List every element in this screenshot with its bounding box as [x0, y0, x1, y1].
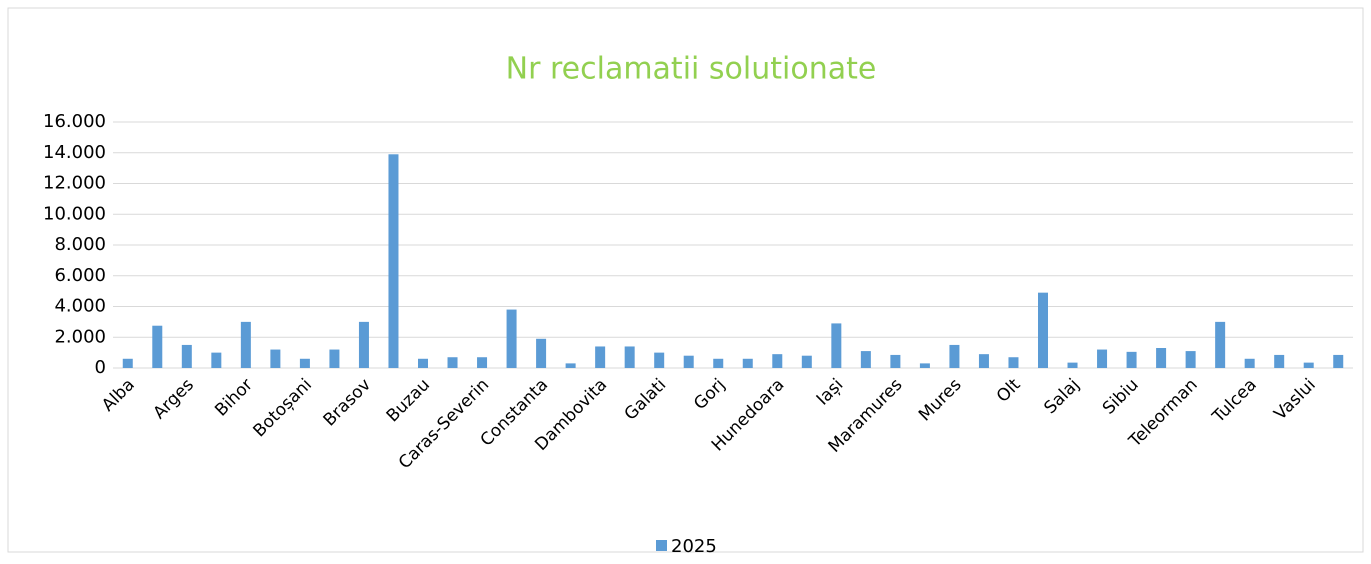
bar: [1303, 362, 1314, 368]
bar: [1067, 362, 1078, 368]
bar: [1008, 357, 1019, 368]
bar: [890, 354, 901, 368]
bar: [1215, 321, 1226, 368]
bar: [1274, 354, 1285, 368]
bar: [1185, 351, 1196, 368]
legend-label: 2025: [671, 536, 717, 557]
bar: [683, 355, 694, 368]
bar: [949, 344, 960, 368]
y-tick-label: 6.000: [54, 265, 106, 286]
y-tick-label: 4.000: [54, 296, 106, 317]
y-tick-label: 14.000: [43, 142, 106, 163]
y-tick-label: 2.000: [54, 326, 106, 347]
bar: [388, 154, 399, 368]
bar: [418, 358, 428, 368]
bar: [240, 321, 251, 368]
bar: [1126, 351, 1137, 368]
bar: [801, 355, 812, 368]
y-tick-label: 8.000: [54, 234, 106, 255]
chart-title: Nr reclamatii solutionate: [506, 52, 877, 87]
y-tick-label: 10.000: [43, 203, 106, 224]
bar: [565, 363, 576, 368]
bar: [772, 354, 783, 368]
bar: [299, 358, 310, 368]
bar: [860, 351, 871, 368]
bar: [447, 357, 458, 368]
y-tick-label: 12.000: [43, 173, 106, 194]
bar: [713, 358, 724, 368]
bar: [1333, 354, 1344, 368]
bar: [919, 363, 930, 368]
bar: [978, 354, 989, 368]
bar: [358, 321, 369, 368]
bar: [329, 349, 340, 368]
bar: [654, 352, 665, 368]
y-tick-label: 16.000: [43, 111, 106, 132]
bar: [1038, 292, 1048, 368]
bar: [536, 338, 547, 368]
bar: [270, 349, 281, 368]
bar: [1156, 348, 1167, 368]
bar: [122, 358, 133, 368]
bar: [181, 344, 192, 368]
bar: [1244, 358, 1255, 368]
y-tick-label: 0: [95, 357, 106, 378]
bar: [1097, 349, 1108, 368]
bar: [152, 325, 163, 368]
bar: [477, 357, 488, 368]
legend-swatch: [656, 540, 667, 551]
bar: [595, 346, 606, 368]
bar: [624, 346, 635, 368]
bar: [506, 309, 517, 368]
chart-border: [7, 7, 1364, 553]
bar: [831, 323, 842, 368]
bar: [742, 358, 753, 368]
bar: [211, 352, 222, 368]
